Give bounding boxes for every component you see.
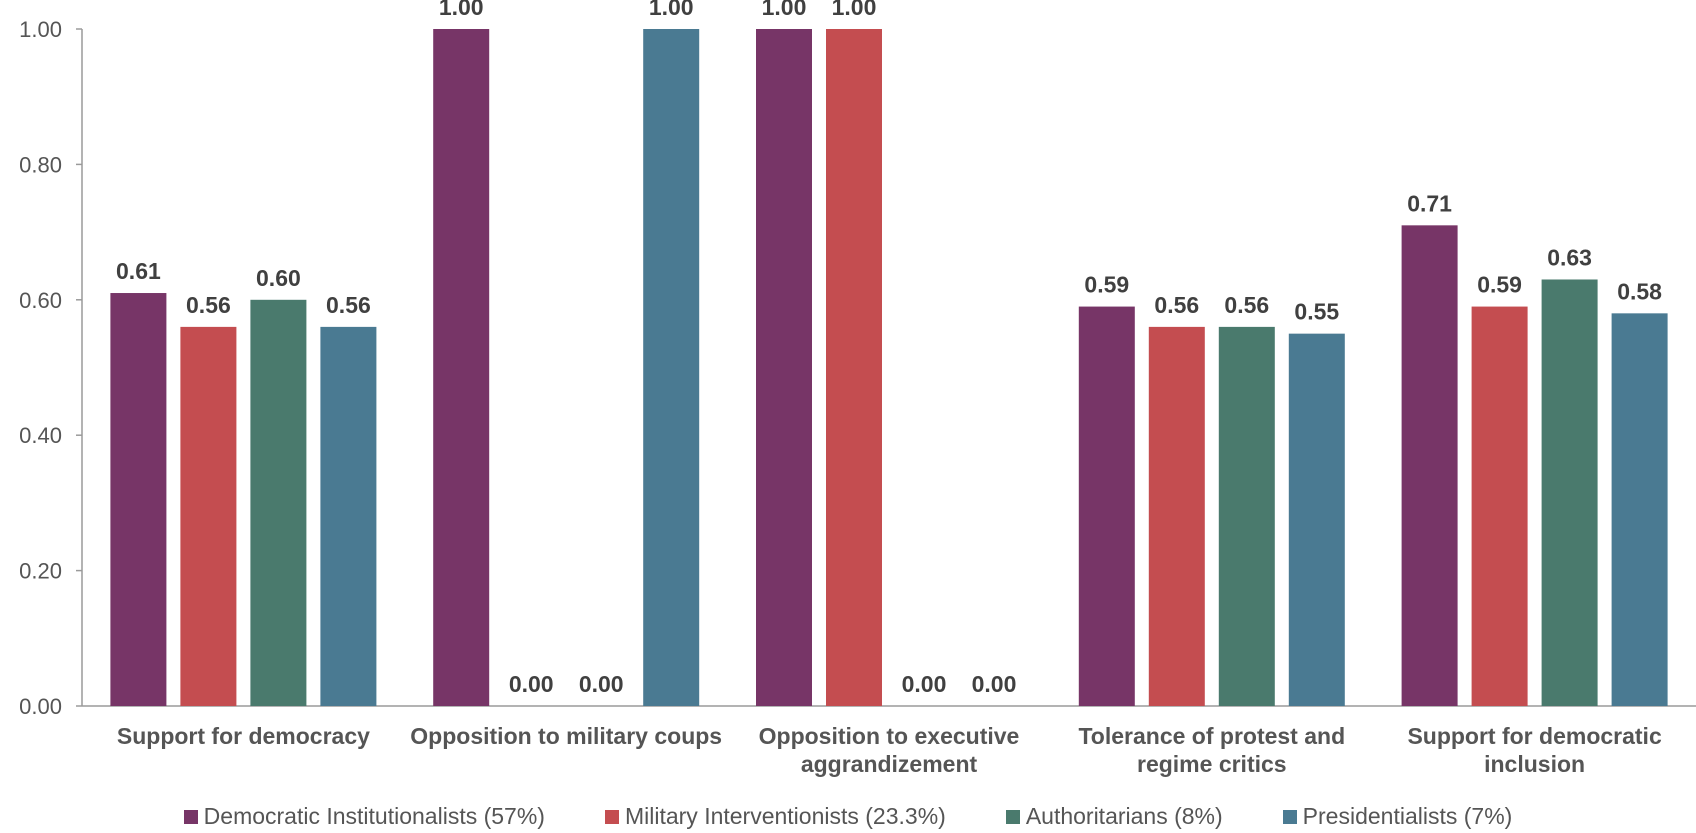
y-tick-label: 0.60 <box>19 288 62 313</box>
y-tick-label: 0.00 <box>19 694 62 719</box>
y-tick-label: 0.80 <box>19 152 62 177</box>
value-label: 0.55 <box>1294 299 1339 325</box>
value-label: 0.61 <box>116 258 161 284</box>
legend-item: Authoritarians (8%) <box>1005 803 1223 830</box>
value-label: 0.56 <box>1154 292 1199 318</box>
legend-label: Presidentialists (7%) <box>1302 803 1513 829</box>
value-label: 0.00 <box>972 671 1017 697</box>
bar <box>1611 313 1668 706</box>
legend-swatch <box>1282 809 1297 824</box>
bar <box>1148 326 1205 706</box>
category-label-line: Support for democracy <box>117 723 370 749</box>
category-label-line: aggrandizement <box>801 751 978 777</box>
y-tick-label: 0.40 <box>19 423 62 448</box>
bar <box>1218 326 1275 706</box>
bar <box>1078 306 1135 706</box>
value-label: 1.00 <box>832 0 877 20</box>
value-labels: 0.61 0.56 0.60 0.56 1.00 0.00 0.00 1.00 1.00 1.00… <box>116 0 1662 697</box>
bar <box>643 29 700 706</box>
value-label: 0.59 <box>1084 272 1129 298</box>
legend-item: Democratic Institutionalists (57%) <box>183 803 545 830</box>
value-label: 1.00 <box>649 0 694 20</box>
bar <box>180 326 237 706</box>
bar <box>1288 333 1345 706</box>
legend: Democratic Institutionalists (57%) Milita… <box>0 803 1696 830</box>
category-label-line: inclusion <box>1484 751 1585 777</box>
value-label: 0.56 <box>1224 292 1269 318</box>
category-label-line: regime critics <box>1137 751 1287 777</box>
bar <box>1401 225 1458 706</box>
value-label: 0.58 <box>1617 278 1662 304</box>
legend-label: Democratic Institutionalists (57%) <box>203 803 545 829</box>
value-label: 0.60 <box>256 265 301 291</box>
value-label: 0.56 <box>326 292 371 318</box>
bar <box>320 326 377 706</box>
bars <box>110 29 1668 706</box>
category-label: Support for democratic inclusion <box>1407 723 1662 777</box>
value-label: 1.00 <box>439 0 484 20</box>
bar <box>1541 279 1598 706</box>
value-label: 0.00 <box>579 671 624 697</box>
value-label: 0.56 <box>186 292 231 318</box>
bar <box>826 29 882 706</box>
legend-swatch <box>1005 809 1020 824</box>
bar <box>250 299 307 706</box>
legend-swatch <box>604 809 619 824</box>
category-label-line: Opposition to executive <box>759 723 1020 749</box>
category-label: Support for democracy <box>117 723 370 749</box>
legend-swatch <box>183 809 198 824</box>
bar <box>756 29 812 706</box>
bar <box>1471 306 1528 706</box>
category-label: Tolerance of protest and regime critics <box>1078 723 1345 777</box>
value-label: 0.00 <box>509 671 554 697</box>
legend-item: Military Interventionists (23.3%) <box>604 803 946 830</box>
category-label-line: Opposition to military coups <box>410 723 722 749</box>
y-tick-label: 0.20 <box>19 559 62 584</box>
value-label: 1.00 <box>762 0 807 20</box>
legend-item: Presidentialists (7%) <box>1282 803 1513 830</box>
legend-label: Authoritarians (8%) <box>1025 803 1223 829</box>
category-label-line: Tolerance of protest and <box>1078 723 1345 749</box>
value-label: 0.59 <box>1477 272 1522 298</box>
category-label: Opposition to executive aggrandizement <box>759 723 1020 777</box>
bar <box>433 29 490 706</box>
value-label: 0.00 <box>902 671 947 697</box>
category-label: Opposition to military coups <box>410 723 722 749</box>
category-label-line: Support for democratic <box>1407 723 1662 749</box>
y-tick-label: 1.00 <box>19 17 62 42</box>
bar-chart: 0.00 0.20 0.40 0.60 0.80 1.00 0.61 0.56 0.60 0.5… <box>19 0 1696 777</box>
category-labels: Support for democracy Opposition to milit… <box>117 723 1662 777</box>
value-label: 0.71 <box>1407 190 1452 216</box>
legend-label: Military Interventionists (23.3%) <box>624 803 946 829</box>
bar <box>110 293 167 706</box>
value-label: 0.63 <box>1547 244 1592 270</box>
